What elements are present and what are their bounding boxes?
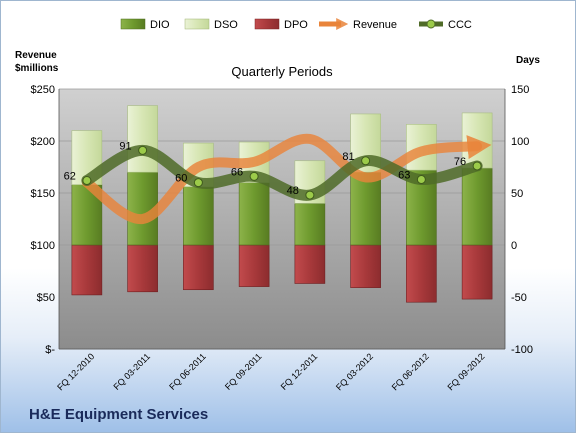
category-label: FQ 03-2011 [111,351,152,392]
right-tick-label: 50 [511,188,523,200]
bar-dio [350,171,381,246]
left-axis-title-line2: $millions [15,63,59,74]
ccc-point [416,174,426,184]
ccc-data-label: 62 [64,171,76,183]
right-axis-title: Days [516,55,540,66]
left-tick-label: $200 [31,136,55,148]
legend-swatch-ccc-marker [426,19,436,29]
bar-dpo [406,244,437,303]
revenue-line [81,133,492,224]
bar-dso [461,112,493,169]
legend-swatch-dio [120,18,146,30]
bar-dio [294,203,326,246]
bar-dio [238,182,270,246]
bar-dpo [71,244,103,296]
legend-label-revenue: Revenue [353,19,397,31]
right-tick-label: 150 [511,84,529,96]
ccc-point [193,178,203,188]
bar-dpo [461,244,493,300]
legend-swatch-dpo [254,18,280,30]
bar-dio [461,167,493,246]
right-tick-label: 0 [511,240,517,252]
bar-dso [127,105,158,173]
company-name: H&E Equipment Services [29,406,209,423]
legend-label-dpo: DPO [284,19,308,31]
left-axis-title-line1: Revenue [15,50,57,61]
ccc-data-label: 48 [287,185,299,197]
bar-dpo [350,244,381,288]
category-label: FQ 06-2012 [390,351,431,392]
ccc-point [82,176,92,186]
category-label: FQ 06-2011 [167,351,208,392]
right-tick-label: -50 [511,292,527,304]
category-label: FQ 03-2012 [334,351,375,392]
ccc-point [138,145,148,155]
left-tick-label: $50 [37,292,55,304]
legend-swatch-dso [184,18,210,30]
right-tick-label: 100 [511,136,529,148]
left-tick-label: $- [45,344,55,356]
category-label: FQ 09-2011 [223,351,264,392]
bar-dpo [183,244,214,291]
legend-label-ccc: CCC [448,19,472,31]
lines-layer [81,133,492,224]
category-label: FQ 12-2010 [55,351,96,392]
bar-dpo [238,244,270,287]
bar-dpo [127,244,158,293]
ccc-data-label: 63 [398,169,410,181]
chart-subtitle: Quarterly Periods [231,64,333,79]
legend-label-dso: DSO [214,19,238,31]
category-label: FQ 09-2012 [446,351,487,392]
left-tick-label: $250 [31,84,55,96]
category-label: FQ 12-2011 [279,351,320,392]
bar-dpo [294,244,326,284]
ccc-data-label: 60 [175,173,187,185]
ccc-point [361,156,371,166]
ccc-point [305,190,315,200]
ccc-point [472,161,482,171]
ccc-data-label: 76 [454,156,466,168]
left-tick-label: $150 [31,188,55,200]
labels-layer: 62 91 60 66 48 81 63 76 [64,140,467,197]
left-tick-label: $100 [31,240,55,252]
ccc-point [249,171,259,181]
legend-label-dio: DIO [150,19,170,31]
legend: DIO DSO DPO Revenue CCC [120,17,472,31]
ccc-data-label: 66 [231,166,243,178]
ccc-data-label: 91 [119,140,131,152]
right-tick-label: -100 [511,344,533,356]
ccc-data-label: 81 [342,151,354,163]
bar-dio [183,186,214,246]
